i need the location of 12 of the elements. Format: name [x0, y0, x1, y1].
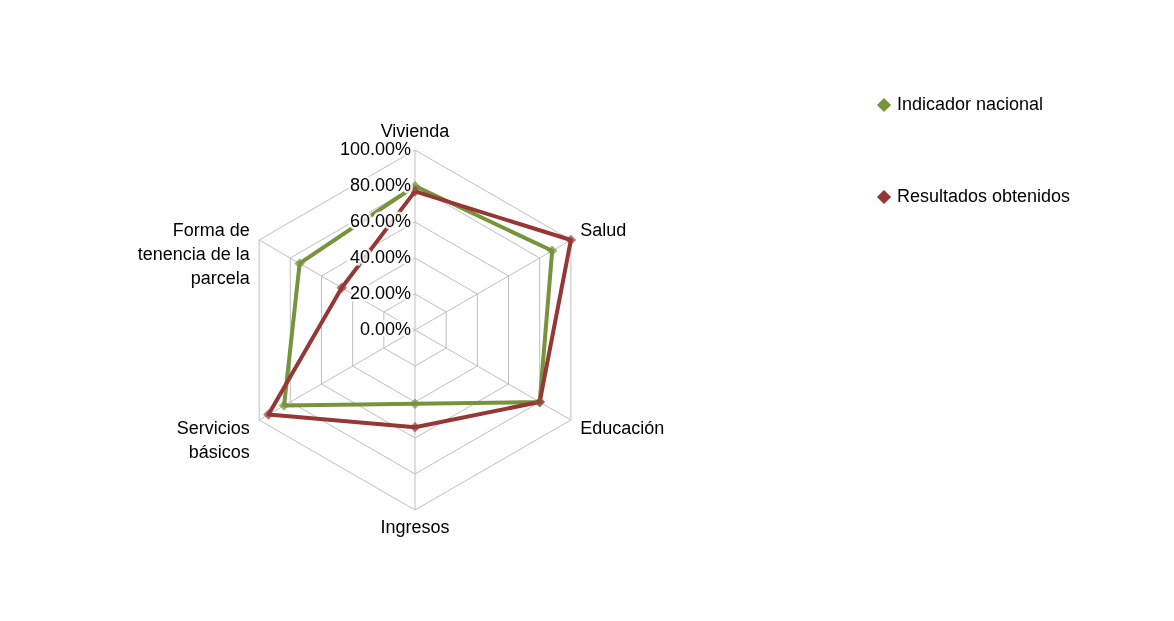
spoke-label: Servicios básicos [176, 418, 250, 462]
legend-label: Resultados obtenidos [897, 186, 1071, 206]
spoke-label: Forma de tenencia de la parcela [137, 220, 251, 288]
y-tick-label: 20.00% [349, 283, 411, 303]
spoke-label: Salud [580, 220, 627, 240]
spoke-label: Educación [580, 418, 665, 438]
y-tick-label: 80.00% [349, 175, 411, 195]
y-tick-label: 100.00% [339, 139, 411, 159]
spoke-label: Vivienda [380, 121, 451, 141]
y-tick-label: 0.00% [359, 319, 411, 339]
spoke-label: Ingresos [380, 517, 450, 537]
legend-label: Indicador nacional [897, 94, 1044, 114]
